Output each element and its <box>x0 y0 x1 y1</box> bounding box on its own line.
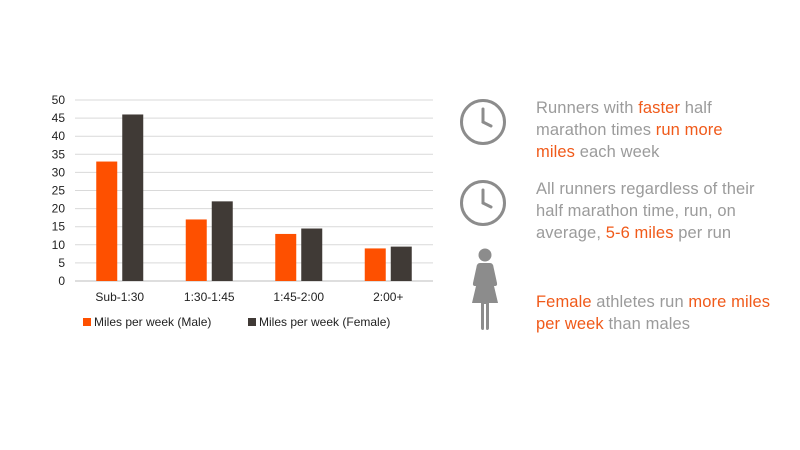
y-tick-label: 30 <box>52 165 66 179</box>
y-tick-label: 40 <box>52 129 66 143</box>
y-tick-label: 0 <box>58 274 65 288</box>
bar-female <box>301 228 323 281</box>
bar-male <box>185 219 207 281</box>
female-figure-icon <box>472 248 498 330</box>
bar-male <box>96 161 118 281</box>
bar-female <box>390 246 412 281</box>
y-tick-label: 5 <box>58 256 65 270</box>
clock-icon <box>460 180 506 226</box>
x-tick-label: 1:30-1:45 <box>184 290 235 304</box>
bar-male <box>275 233 297 281</box>
bar-female <box>122 114 144 281</box>
y-tick-label: 45 <box>52 111 66 125</box>
y-tick-label: 25 <box>52 184 66 198</box>
fact-1-text: Runners with faster half marathon times … <box>536 99 723 161</box>
bar-chart: 0 5 10 15 20 25 30 35 40 45 50 Sub-1:30 1:30-1:45 1:4… <box>52 93 433 329</box>
legend-swatch <box>248 318 256 326</box>
y-tick-label: 10 <box>52 238 66 252</box>
y-tick-label: 35 <box>52 147 66 161</box>
fact-2-text: All runners regardless of their half mar… <box>536 180 755 242</box>
fact-3-text: Female athletes run more miles per week … <box>536 293 771 333</box>
y-tick-label: 50 <box>52 93 66 107</box>
x-tick-label: 1:45-2:00 <box>273 290 324 304</box>
bar-male <box>364 248 386 281</box>
y-tick-label: 20 <box>52 202 66 216</box>
legend-label: Miles per week (Female) <box>259 315 390 329</box>
legend-swatch <box>83 318 91 326</box>
y-tick-label: 15 <box>52 220 66 234</box>
legend-label: Miles per week (Male) <box>94 315 211 329</box>
bar-female <box>211 201 233 281</box>
clock-icon <box>460 99 506 145</box>
x-tick-label: 2:00+ <box>373 290 403 304</box>
x-tick-label: Sub-1:30 <box>95 290 144 304</box>
